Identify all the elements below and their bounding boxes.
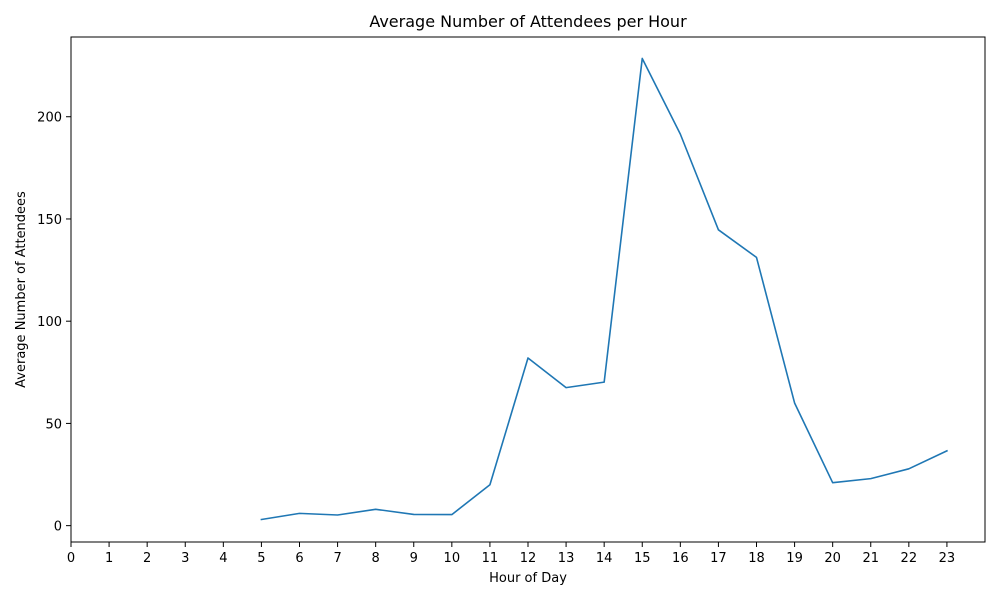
y-tick-label: 100 [37,315,62,330]
chart-title: Average Number of Attendees per Hour [369,12,687,31]
x-tick-label: 21 [862,551,879,566]
x-tick-label: 19 [786,551,803,566]
y-axis-ticks: 0 50 100 150 200 [37,111,71,535]
x-tick-label: 23 [939,551,956,566]
x-tick-label: 6 [295,551,303,566]
x-tick-label: 9 [410,551,418,566]
x-tick-label: 14 [596,551,613,566]
x-tick-label: 0 [67,551,75,566]
y-tick-label: 50 [45,417,62,432]
x-tick-label: 8 [372,551,380,566]
axes [70,36,986,543]
x-axis-ticks: 0 1 2 3 4 5 6 7 8 9 10 11 12 13 14 15 16 17 18 19 20 21 22 23 [67,542,955,566]
y-tick-label: 150 [37,213,62,228]
x-tick-label: 1 [105,551,113,566]
x-tick-label: 18 [748,551,765,566]
x-tick-label: 10 [444,551,461,566]
plot-frame [70,36,986,543]
x-tick-label: 20 [824,551,841,566]
x-tick-label: 11 [482,551,499,566]
series-layer [260,57,948,521]
x-tick-label: 13 [558,551,575,566]
x-tick-label: 22 [901,551,918,566]
x-tick-label: 15 [634,551,651,566]
x-tick-label: 5 [257,551,265,566]
x-axis-title: Hour of Day [489,571,567,586]
x-tick-label: 16 [672,551,689,566]
x-tick-label: 4 [219,551,227,566]
x-tick-label: 2 [143,551,151,566]
y-tick-label: 0 [54,520,62,535]
series-line [260,57,948,521]
x-tick-label: 17 [710,551,727,566]
x-tick-label: 12 [520,551,537,566]
x-tick-label: 7 [333,551,341,566]
y-axis-title: Average Number of Attendees [14,191,29,388]
x-tick-label: 3 [181,551,189,566]
y-tick-label: 200 [37,111,62,126]
